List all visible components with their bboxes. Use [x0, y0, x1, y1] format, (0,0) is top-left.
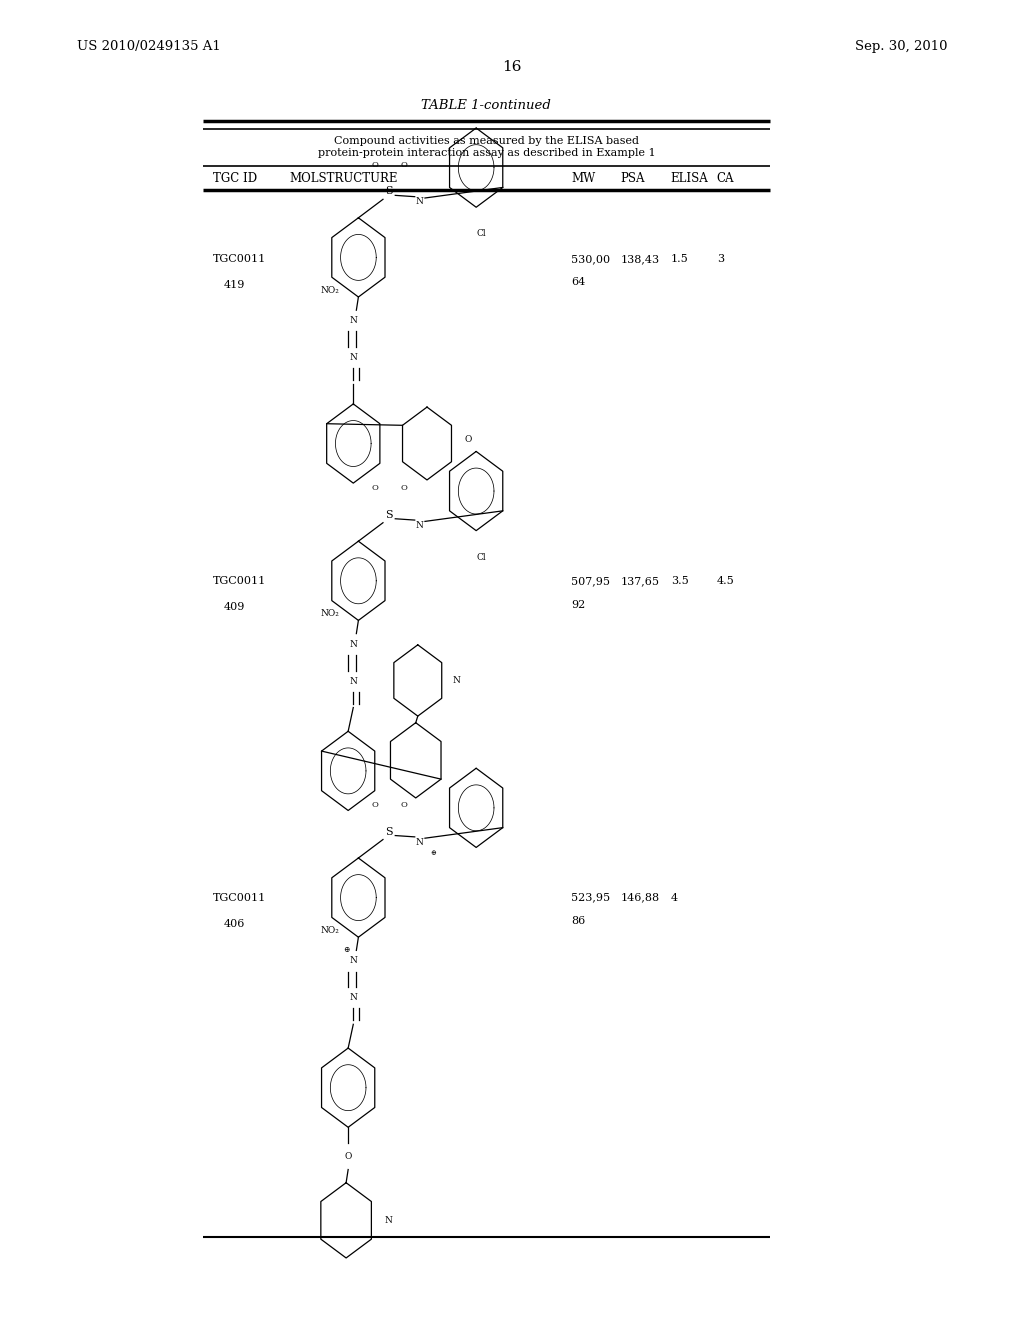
Text: 409: 409 — [223, 602, 245, 612]
Text: 530,00: 530,00 — [571, 253, 610, 264]
Text: NO₂: NO₂ — [321, 610, 339, 618]
Text: N: N — [349, 957, 357, 965]
Text: 4.5: 4.5 — [717, 576, 734, 586]
Text: ⊕: ⊕ — [343, 946, 349, 954]
Text: N: N — [416, 198, 424, 206]
Text: 3.5: 3.5 — [671, 576, 688, 586]
Text: N: N — [416, 838, 424, 846]
Text: N: N — [349, 640, 357, 648]
Text: S: S — [385, 826, 393, 837]
Text: S: S — [385, 186, 393, 197]
Text: N: N — [349, 317, 357, 325]
Text: N: N — [384, 1216, 392, 1225]
Text: ⊕: ⊕ — [430, 849, 436, 857]
Text: 523,95: 523,95 — [571, 892, 610, 903]
Text: N: N — [349, 354, 357, 362]
Text: TGC0011: TGC0011 — [213, 253, 266, 264]
Text: 137,65: 137,65 — [621, 576, 659, 586]
Text: protein-protein interaction assay as described in Example 1: protein-protein interaction assay as des… — [317, 148, 655, 158]
Text: US 2010/0249135 A1: US 2010/0249135 A1 — [77, 41, 220, 53]
Text: CA: CA — [717, 173, 734, 185]
Text: 419: 419 — [223, 280, 245, 290]
Text: 146,88: 146,88 — [621, 892, 659, 903]
Text: 64: 64 — [571, 277, 586, 288]
Text: TGC0011: TGC0011 — [213, 576, 266, 586]
Text: O: O — [372, 161, 378, 169]
Text: O: O — [400, 161, 407, 169]
Text: N: N — [349, 677, 357, 685]
Text: 138,43: 138,43 — [621, 253, 659, 264]
Text: Sep. 30, 2010: Sep. 30, 2010 — [855, 41, 947, 53]
Text: TABLE 1-continued: TABLE 1-continued — [422, 99, 551, 112]
Text: NO₂: NO₂ — [321, 927, 339, 935]
Text: TGC0011: TGC0011 — [213, 892, 266, 903]
Text: Compound activities as measured by the ELISA based: Compound activities as measured by the E… — [334, 136, 639, 145]
Text: N: N — [349, 994, 357, 1002]
Text: MW: MW — [571, 173, 596, 185]
Text: 4: 4 — [671, 892, 678, 903]
Text: S: S — [385, 510, 393, 520]
Text: O: O — [344, 1152, 352, 1160]
Text: 507,95: 507,95 — [571, 576, 610, 586]
Text: 406: 406 — [223, 919, 245, 929]
Text: N: N — [416, 521, 424, 529]
Text: O: O — [372, 801, 378, 809]
Text: 92: 92 — [571, 599, 586, 610]
Text: O: O — [464, 436, 472, 445]
Text: O: O — [400, 801, 407, 809]
Text: TGC ID: TGC ID — [213, 173, 257, 185]
Text: O: O — [400, 484, 407, 492]
Text: 3: 3 — [717, 253, 724, 264]
Text: Cl: Cl — [476, 230, 486, 238]
Text: N: N — [453, 676, 461, 685]
Text: ELISA: ELISA — [671, 173, 709, 185]
Text: MOLSTRUCTURE: MOLSTRUCTURE — [290, 173, 398, 185]
Text: Cl: Cl — [476, 553, 486, 561]
Text: 86: 86 — [571, 916, 586, 927]
Text: 1.5: 1.5 — [671, 253, 688, 264]
Text: O: O — [372, 484, 378, 492]
Text: 16: 16 — [502, 59, 522, 74]
Text: NO₂: NO₂ — [321, 286, 339, 294]
Text: PSA: PSA — [621, 173, 645, 185]
